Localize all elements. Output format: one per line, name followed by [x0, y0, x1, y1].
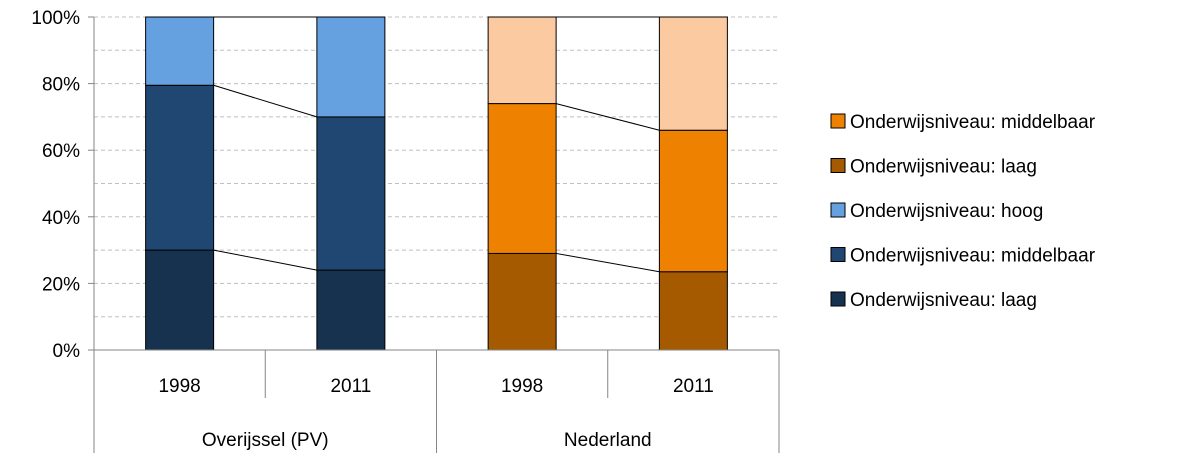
y-tick-label: 40% [42, 208, 80, 229]
legend: Onderwijsniveau: middelbaar Onderwijsnive… [830, 112, 1096, 311]
x-group-label: Nederland [564, 430, 652, 451]
series-connector-line [213, 84, 318, 118]
bar-segment-nederland-1998-0 [487, 252, 557, 351]
series-connector-line [556, 103, 660, 131]
y-tick-label: 0% [53, 341, 81, 362]
legend-label: Onderwijsniveau: hoog [850, 201, 1043, 222]
bar-segment-nederland-1998-2 [487, 16, 557, 105]
legend-swatch [830, 158, 846, 173]
legend-swatch [830, 202, 846, 218]
y-tick-label: 80% [42, 75, 80, 96]
series-connectors [213, 16, 660, 273]
bar-segment-overijssel-pv--1998-0 [145, 249, 215, 351]
legend-label: Onderwijsniveau: middelbaar [850, 246, 1096, 267]
bar-segment-nederland-2011-2 [658, 16, 728, 131]
x-category-label: 1998 [158, 376, 200, 397]
bar-segment-overijssel-pv--1998-2 [145, 16, 215, 86]
axes: 0% 20% 40% 60% 80% 100% 1998 2011 Overijssel (PV… [31, 8, 780, 453]
legend-swatch [830, 247, 846, 262]
series-connector-line [556, 252, 660, 273]
legend-swatch [830, 291, 846, 307]
x-category-label: 2011 [673, 376, 714, 397]
x-category-label: 2011 [330, 376, 371, 397]
bar-segment-overijssel-pv--2011-0 [316, 269, 386, 351]
bars [145, 16, 728, 351]
x-group-label: Overijssel (PV) [202, 430, 329, 451]
bar-segment-overijssel-pv--2011-1 [316, 116, 386, 271]
bar-segment-nederland-2011-1 [658, 129, 728, 273]
x-category-label: 1998 [501, 376, 543, 397]
bar-segment-overijssel-pv--2011-2 [316, 16, 386, 118]
bar-segment-overijssel-pv--1998-1 [145, 84, 215, 251]
y-tick-label: 100% [31, 8, 80, 29]
bar-segment-nederland-2011-0 [658, 271, 728, 351]
legend-label: Onderwijsniveau: laag [850, 290, 1037, 311]
legend-label: Onderwijsniveau: laag [850, 157, 1037, 178]
legend-swatch [830, 113, 846, 129]
series-connector-line [213, 249, 317, 271]
y-tick-label: 60% [42, 141, 80, 162]
bar-segment-nederland-1998-1 [487, 103, 557, 254]
legend-label: Onderwijsniveau: middelbaar [850, 112, 1096, 133]
y-tick-label: 20% [42, 274, 80, 295]
